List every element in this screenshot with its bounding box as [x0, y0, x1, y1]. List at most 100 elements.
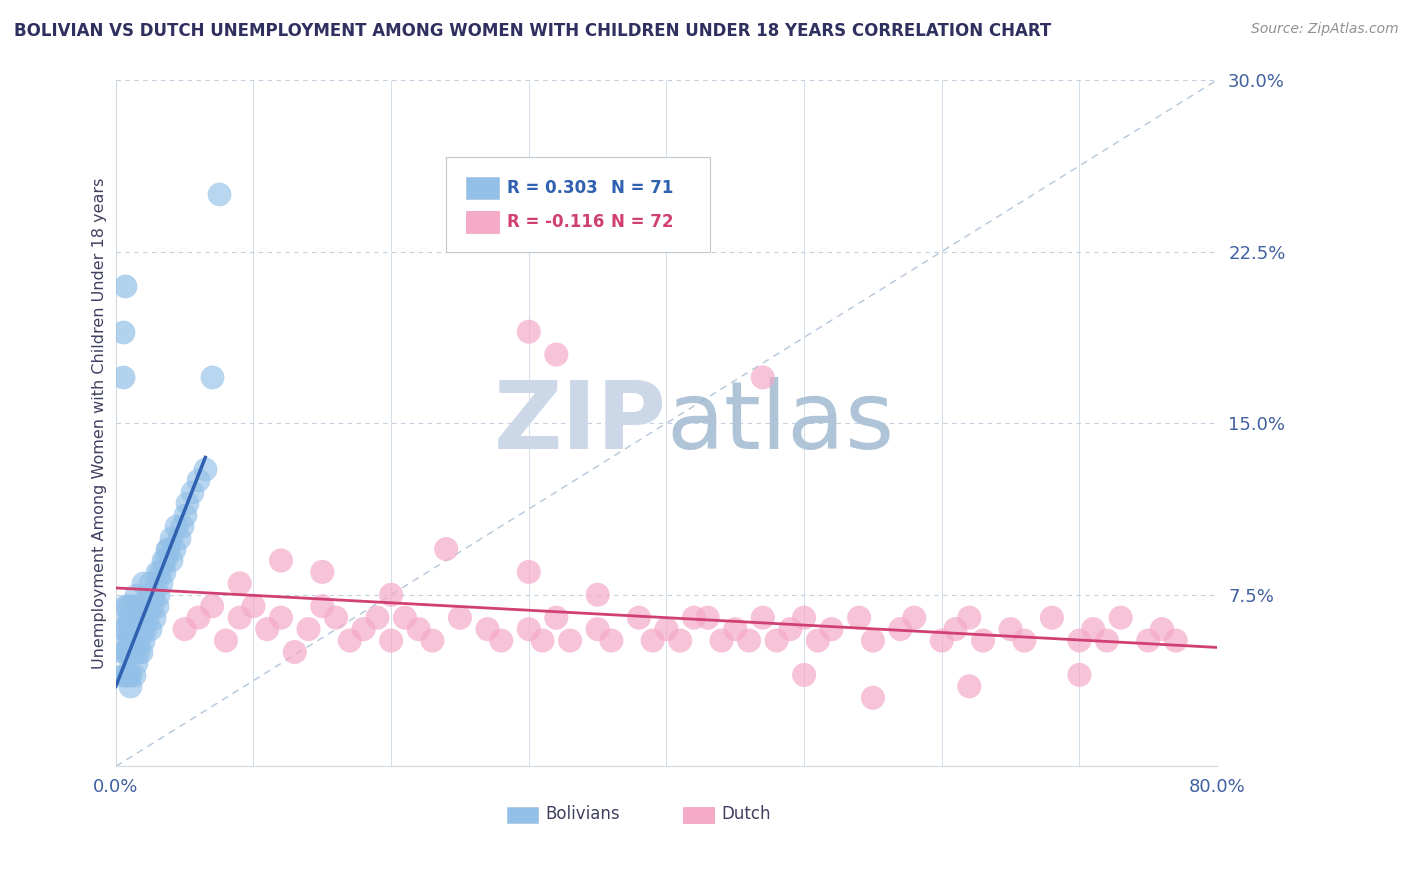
Point — [187, 474, 209, 488]
Point — [134, 622, 156, 636]
Bar — [506, 807, 537, 823]
Point — [142, 588, 165, 602]
Point — [738, 633, 761, 648]
Point — [366, 610, 388, 624]
Point — [122, 622, 145, 636]
Text: Bolivians: Bolivians — [546, 805, 620, 823]
Point — [149, 565, 172, 579]
Point — [408, 622, 430, 636]
Point — [311, 599, 333, 614]
Point — [146, 565, 169, 579]
Point — [201, 599, 224, 614]
Point — [1014, 633, 1036, 648]
Point — [132, 576, 155, 591]
Point — [148, 588, 170, 602]
Text: R = 0.303: R = 0.303 — [506, 178, 598, 197]
Point — [1040, 610, 1063, 624]
Point — [180, 484, 202, 499]
Point — [145, 576, 167, 591]
Point — [118, 599, 141, 614]
Point — [170, 519, 193, 533]
Point — [297, 622, 319, 636]
Point — [957, 679, 980, 693]
Point — [160, 531, 183, 545]
Point — [793, 668, 815, 682]
Point — [124, 599, 146, 614]
Point — [957, 610, 980, 624]
Point — [380, 633, 402, 648]
Point — [558, 633, 581, 648]
Point — [114, 645, 136, 659]
Text: Source: ZipAtlas.com: Source: ZipAtlas.com — [1251, 22, 1399, 37]
Point — [270, 610, 292, 624]
Point — [136, 610, 159, 624]
Point — [228, 610, 250, 624]
Point — [167, 531, 190, 545]
Point — [517, 565, 540, 579]
Point — [848, 610, 870, 624]
Text: R = -0.116: R = -0.116 — [506, 213, 605, 231]
Point — [115, 668, 138, 682]
Point — [162, 542, 184, 557]
Bar — [465, 211, 499, 233]
Text: N = 72: N = 72 — [612, 213, 673, 231]
Point — [114, 599, 136, 614]
Point — [139, 622, 162, 636]
Point — [820, 622, 842, 636]
Point — [1000, 622, 1022, 636]
Point — [117, 633, 139, 648]
Point — [1150, 622, 1173, 636]
Point — [122, 668, 145, 682]
Point — [157, 542, 180, 557]
Point — [1069, 668, 1091, 682]
Point — [114, 622, 136, 636]
Bar — [465, 177, 499, 199]
Point — [118, 645, 141, 659]
Point — [114, 668, 136, 682]
Point — [862, 633, 884, 648]
Point — [125, 622, 148, 636]
Point — [1109, 610, 1132, 624]
Point — [194, 462, 217, 476]
Point — [111, 668, 134, 682]
Point — [353, 622, 375, 636]
Point — [201, 370, 224, 384]
Point — [683, 610, 706, 624]
Point — [153, 565, 176, 579]
Point — [586, 622, 609, 636]
Point — [945, 622, 967, 636]
Point — [242, 599, 264, 614]
Point — [696, 610, 718, 624]
FancyBboxPatch shape — [446, 157, 710, 252]
Point — [1083, 622, 1105, 636]
Point — [132, 633, 155, 648]
Point — [903, 610, 925, 624]
Point — [129, 645, 152, 659]
Point — [155, 553, 177, 567]
Point — [117, 610, 139, 624]
Point — [256, 622, 278, 636]
Point — [889, 622, 911, 636]
Point — [129, 610, 152, 624]
Point — [627, 610, 650, 624]
Point — [208, 187, 231, 202]
Point — [160, 553, 183, 567]
Point — [710, 633, 733, 648]
Point — [394, 610, 416, 624]
Text: Dutch: Dutch — [721, 805, 770, 823]
Point — [173, 622, 195, 636]
Point — [215, 633, 238, 648]
Point — [143, 610, 166, 624]
Point — [517, 325, 540, 339]
Point — [517, 622, 540, 636]
Point — [138, 588, 160, 602]
Point — [972, 633, 994, 648]
Point — [156, 542, 179, 557]
Y-axis label: Unemployment Among Women with Children Under 18 years: Unemployment Among Women with Children U… — [93, 178, 107, 669]
Point — [477, 622, 499, 636]
Point — [434, 542, 457, 557]
Point — [176, 496, 198, 510]
Point — [118, 679, 141, 693]
Point — [931, 633, 953, 648]
Point — [284, 645, 307, 659]
